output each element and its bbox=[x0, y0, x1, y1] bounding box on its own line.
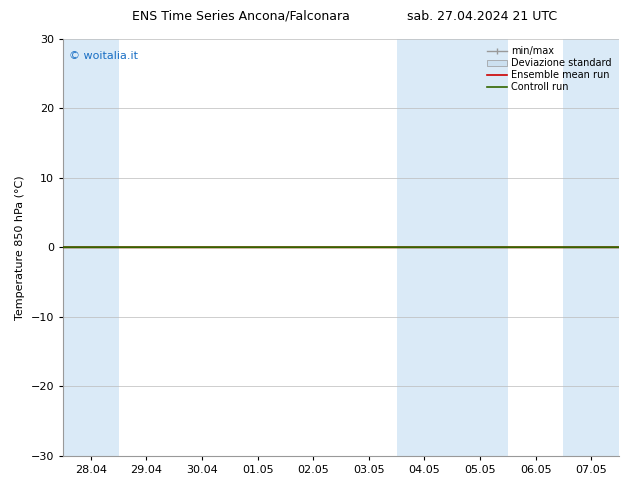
Legend: min/max, Deviazione standard, Ensemble mean run, Controll run: min/max, Deviazione standard, Ensemble m… bbox=[484, 44, 614, 95]
Text: ENS Time Series Ancona/Falconara: ENS Time Series Ancona/Falconara bbox=[132, 10, 350, 23]
Bar bbox=[63, 39, 119, 456]
Text: © woitalia.it: © woitalia.it bbox=[68, 51, 138, 61]
Bar bbox=[397, 39, 508, 456]
Text: sab. 27.04.2024 21 UTC: sab. 27.04.2024 21 UTC bbox=[407, 10, 557, 23]
Y-axis label: Temperature 850 hPa (°C): Temperature 850 hPa (°C) bbox=[15, 175, 25, 319]
Bar bbox=[564, 39, 619, 456]
